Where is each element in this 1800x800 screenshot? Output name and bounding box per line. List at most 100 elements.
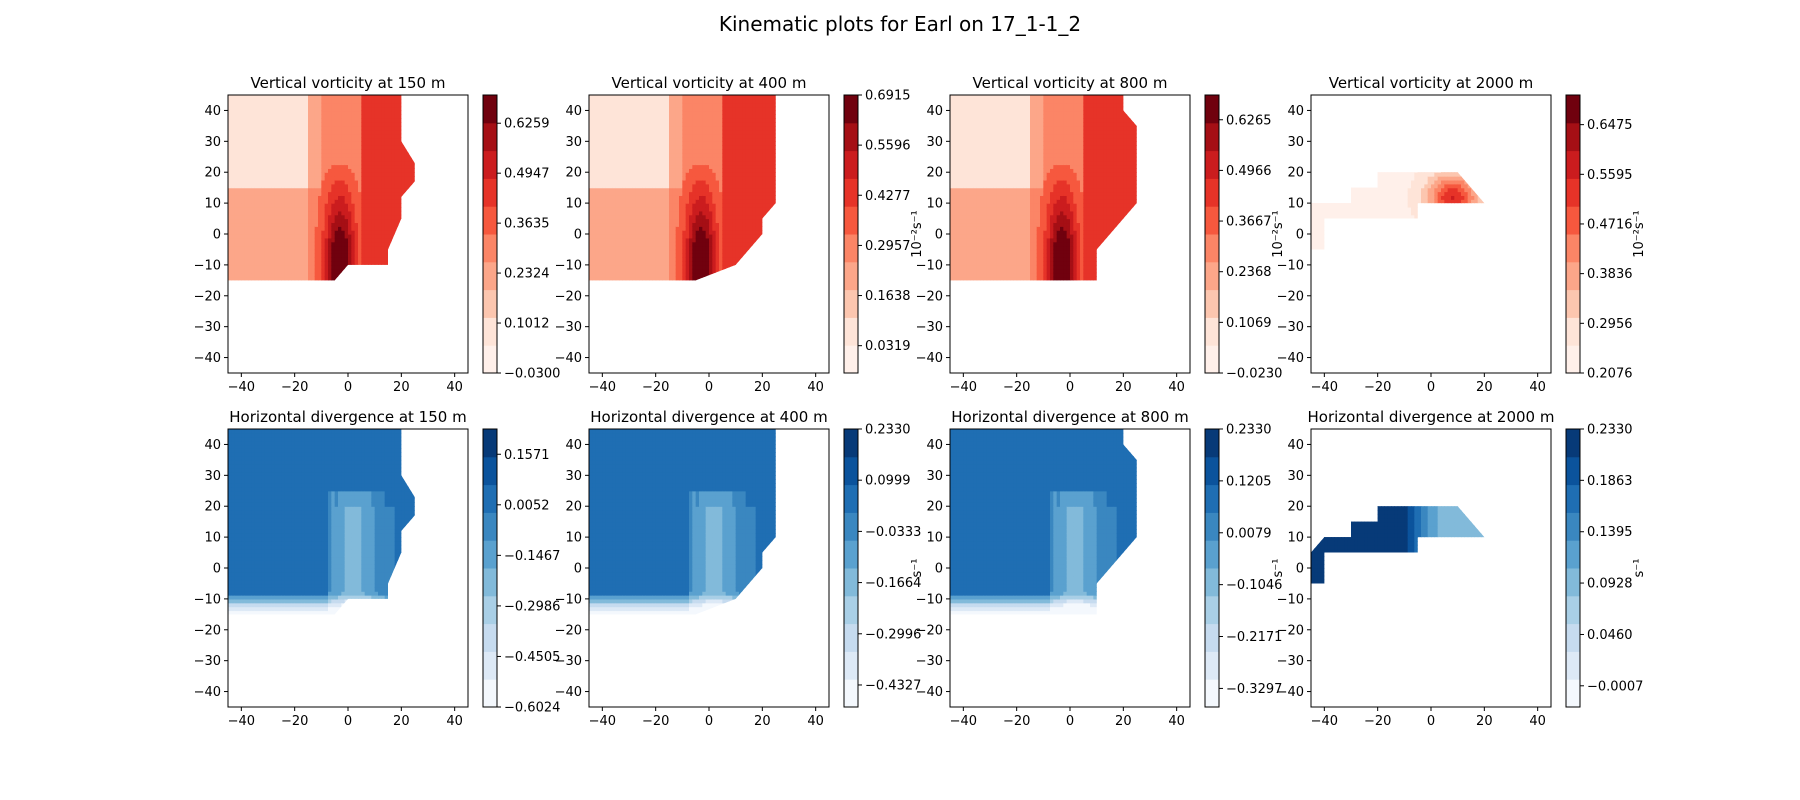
contour-cell [238,137,242,142]
contour-cell [295,361,299,365]
contour-cell [278,315,282,319]
contour-cell [341,110,346,115]
contour-cell [381,98,386,104]
contour-cell [285,323,289,327]
contour-cell [374,125,379,131]
contour-cell [441,253,445,257]
contour-cell [441,246,445,250]
contour-cell [425,215,429,219]
contour-cell [365,296,369,300]
contour-cell [445,288,449,292]
contour-cell [281,342,285,346]
contour-cell [348,334,352,338]
contour-cell [341,327,345,331]
contour-cell [248,315,252,319]
contour-cell [291,323,295,327]
contour-cell [368,323,372,327]
contour-cell [255,304,259,308]
contour-cell [384,206,389,212]
contour-cell [308,315,312,319]
contour-cell [394,118,399,123]
contour-cell [408,129,412,135]
contour-cell [384,133,389,139]
contour-cell [411,319,415,323]
contour-cell [451,265,455,269]
contour-cell [298,172,302,177]
contour-cell [391,342,395,346]
contour-cell [344,261,349,266]
contour-cell [331,114,336,119]
contour-cell [384,214,389,220]
contour-cell [428,288,432,292]
contour-cell [294,102,299,108]
contour-cell [254,241,259,247]
contour-cell [445,276,449,280]
contour-cell [275,338,279,342]
contour-cell [391,334,395,338]
contour-cell [321,191,326,196]
contour-cell [251,346,255,350]
contour-cell [421,276,425,280]
contour-cell [298,160,302,166]
contour-cell [408,358,412,362]
contour-cell [338,141,342,146]
contour-cell [238,268,242,274]
contour-cell [288,98,292,104]
contour-cell [311,191,316,196]
contour-cell [388,141,392,146]
contour-cell [351,137,356,142]
contour-cell [284,183,289,189]
contour-cell [415,157,419,161]
contour-cell [278,249,282,254]
contour-cell [261,311,265,315]
contour-cell [455,207,459,211]
contour-cell [268,234,272,239]
contour-cell [231,179,236,185]
contour-cell [355,323,359,327]
contour-cell [255,311,259,315]
contour-cell [271,206,276,212]
contour-cell [398,276,402,281]
contour-cell [231,106,236,112]
contour-cell [301,334,305,338]
contour-cell [401,292,405,296]
contour-cell [298,354,302,358]
contour-cell [425,230,429,234]
contour-cell [451,161,455,165]
contour-cell [231,307,235,311]
contour-cell [238,331,242,335]
contour-cell [251,365,255,369]
contour-cell [244,164,249,169]
contour-cell [431,141,435,145]
contour-cell [408,319,412,323]
contour-cell [238,292,242,296]
contour-cell [338,168,342,173]
contour-cell [455,149,459,153]
contour-cell [438,292,442,296]
contour-cell [278,342,282,346]
contour-cell [408,288,412,292]
contour-cell [284,156,289,162]
contour-cell [308,350,312,354]
contour-cell [301,102,306,108]
contour-cell [405,365,409,369]
contour-cell [315,331,319,335]
contour-cell [291,257,296,262]
contour-cell [294,176,299,181]
contour-cell [325,315,329,319]
contour-cell [348,102,352,108]
contour-cell [324,199,329,204]
contour-cell [334,253,339,258]
contour-cell [441,222,445,226]
contour-cell [371,358,375,362]
contour-cell [238,257,242,262]
contour-cell [395,327,399,331]
contour-cell [248,234,252,239]
contour-cell [371,187,376,193]
contour-cell [271,203,276,208]
contour-cell [381,292,385,296]
contour-cell [398,319,402,323]
contour-cell [275,361,279,365]
contour-cell [311,342,315,346]
contour-cell [448,246,452,250]
